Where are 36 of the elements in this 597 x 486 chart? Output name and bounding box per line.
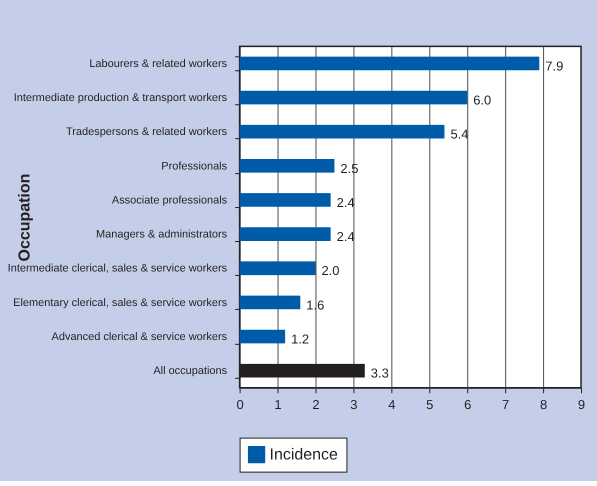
bar (240, 158, 334, 173)
y-tick-label: Advanced clerical & service workers (52, 331, 228, 344)
y-tick-label: Tradespersons & related workers (66, 126, 228, 138)
bar (240, 90, 468, 104)
x-tick-label: 8 (540, 397, 548, 412)
x-tick-label: 7 (502, 397, 510, 412)
bar (240, 296, 300, 310)
x-tick-label: 0 (236, 397, 244, 412)
bar (240, 56, 540, 70)
x-tick-label: 5 (426, 397, 434, 412)
y-tick-label: Associate professionals (112, 194, 228, 206)
bar (240, 261, 316, 276)
data-label: 7.9 (545, 58, 564, 74)
y-tick-label: Intermediate clerical, sales & service workers (8, 262, 228, 275)
y-tick-label: Intermediate production & transport workers (14, 92, 228, 104)
y-tick-label: Managers & administrators (96, 228, 228, 241)
data-label: 2.0 (321, 263, 340, 278)
y-tick-label: Labourers & related workers (89, 58, 228, 70)
x-tick-label: 3 (350, 397, 358, 412)
bar (240, 193, 331, 207)
data-label: 6.0 (473, 92, 492, 108)
x-tick-label: 6 (464, 397, 472, 412)
y-axis-title: Occupation (16, 174, 34, 262)
y-tick-label: Professionals (161, 160, 228, 172)
x-tick-label: 2 (312, 397, 320, 412)
data-label: 3.3 (370, 366, 389, 381)
bar (240, 330, 286, 344)
x-tick-label: 9 (578, 397, 586, 412)
y-tick-label: Elementary clerical, sales & service workers (13, 296, 228, 309)
bar (240, 124, 444, 139)
bar (240, 227, 331, 241)
legend-label: Incidence (270, 446, 338, 464)
x-tick-label: 1 (274, 397, 282, 412)
data-label: 1.2 (291, 332, 310, 347)
y-tick-label: All occupations (153, 365, 228, 378)
x-tick-label: 4 (388, 397, 396, 412)
